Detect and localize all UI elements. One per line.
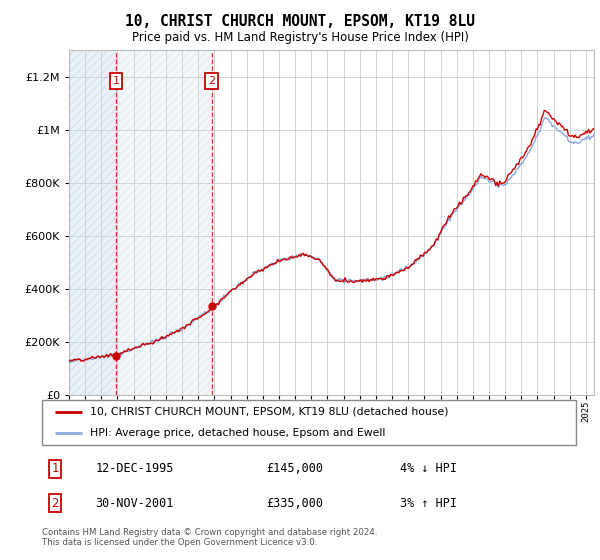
Bar: [69, 50, 116, 395]
Text: £335,000: £335,000: [266, 497, 323, 510]
Text: 10, CHRIST CHURCH MOUNT, EPSOM, KT19 8LU (detached house): 10, CHRIST CHURCH MOUNT, EPSOM, KT19 8LU…: [90, 407, 449, 417]
Text: 1: 1: [52, 463, 59, 475]
Text: 10, CHRIST CHURCH MOUNT, EPSOM, KT19 8LU: 10, CHRIST CHURCH MOUNT, EPSOM, KT19 8LU: [125, 14, 475, 29]
Text: 1: 1: [113, 76, 119, 86]
Text: 30-NOV-2001: 30-NOV-2001: [95, 497, 174, 510]
Text: 2: 2: [208, 76, 215, 86]
Bar: [116, 50, 212, 395]
Text: 4% ↓ HPI: 4% ↓ HPI: [400, 463, 457, 475]
Text: Price paid vs. HM Land Registry's House Price Index (HPI): Price paid vs. HM Land Registry's House …: [131, 31, 469, 44]
Text: £145,000: £145,000: [266, 463, 323, 475]
Text: Contains HM Land Registry data © Crown copyright and database right 2024.
This d: Contains HM Land Registry data © Crown c…: [42, 528, 377, 547]
Text: 3% ↑ HPI: 3% ↑ HPI: [400, 497, 457, 510]
Text: 12-DEC-1995: 12-DEC-1995: [95, 463, 174, 475]
Text: HPI: Average price, detached house, Epsom and Ewell: HPI: Average price, detached house, Epso…: [90, 428, 385, 438]
Text: 2: 2: [52, 497, 59, 510]
